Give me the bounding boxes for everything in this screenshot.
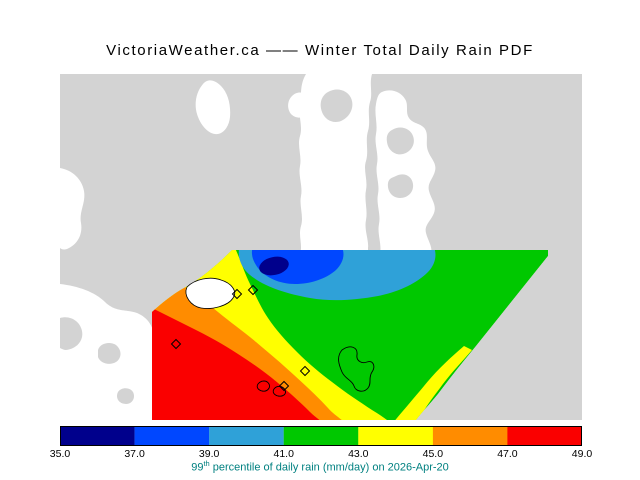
- island-southwest-2: [98, 342, 121, 364]
- colorbar-segment-0: [60, 426, 135, 446]
- caption: 99th percentile of daily rain (mm/day) o…: [0, 459, 640, 474]
- tick-label-47: 47.0: [497, 448, 518, 460]
- colorbar-segment-5: [432, 426, 508, 446]
- colorbar-scale: [60, 426, 582, 446]
- colorbar-ticks: 35.0 37.0 39.0 41.0 43.0 45.0 47.0 49.0: [50, 448, 592, 460]
- island-in-inlet: [320, 89, 353, 122]
- water-region-top-inlet: [195, 80, 231, 135]
- caption-text: percentile of daily rain (mm/day) on 202…: [209, 461, 449, 474]
- station-marker: [231, 288, 243, 300]
- island-haro-1: [386, 127, 414, 155]
- station-marker: [278, 380, 290, 392]
- island-haro-2: [387, 174, 414, 198]
- tick-label-45: 45.0: [422, 448, 444, 460]
- colorbar-segment-2: [209, 426, 284, 446]
- station-marker: [247, 284, 259, 296]
- page-title: VictoriaWeather.ca —— Winter Total Daily…: [106, 42, 534, 59]
- colorbar-segment-3: [283, 426, 359, 446]
- island-southwest-3: [116, 388, 135, 404]
- tick-label-35: 35.0: [49, 448, 71, 460]
- water-region-saanich-inlet: [299, 74, 372, 254]
- contour-band-43-45-edge: [392, 346, 472, 420]
- colorbar: [60, 426, 582, 446]
- colorbar-segment-6: [507, 426, 582, 446]
- contour-band-35-37: [259, 256, 289, 276]
- coastline-outline: [338, 346, 375, 392]
- station-marker: [299, 365, 311, 377]
- island-southwest-1: [60, 317, 83, 350]
- land-peninsula-blob: [185, 277, 236, 309]
- tick-label-39: 39.0: [198, 448, 220, 460]
- water-region-left-mid: [60, 168, 85, 250]
- tick-label-41: 41.0: [273, 448, 294, 460]
- contour-band-47-49: [152, 296, 328, 420]
- tick-label-43: 43.0: [348, 448, 369, 460]
- caption-percentile: 99: [191, 461, 204, 474]
- colorbar-border: [60, 426, 582, 446]
- colorbar-segment-4: [358, 426, 433, 446]
- tick-label-37: 37.0: [124, 448, 145, 460]
- colorbar-segment-1: [134, 426, 210, 446]
- caption-superscript: th: [203, 459, 210, 468]
- tick-label-49: 49.0: [571, 448, 593, 460]
- station-marker: [170, 338, 182, 350]
- coastline-outline: [256, 380, 270, 392]
